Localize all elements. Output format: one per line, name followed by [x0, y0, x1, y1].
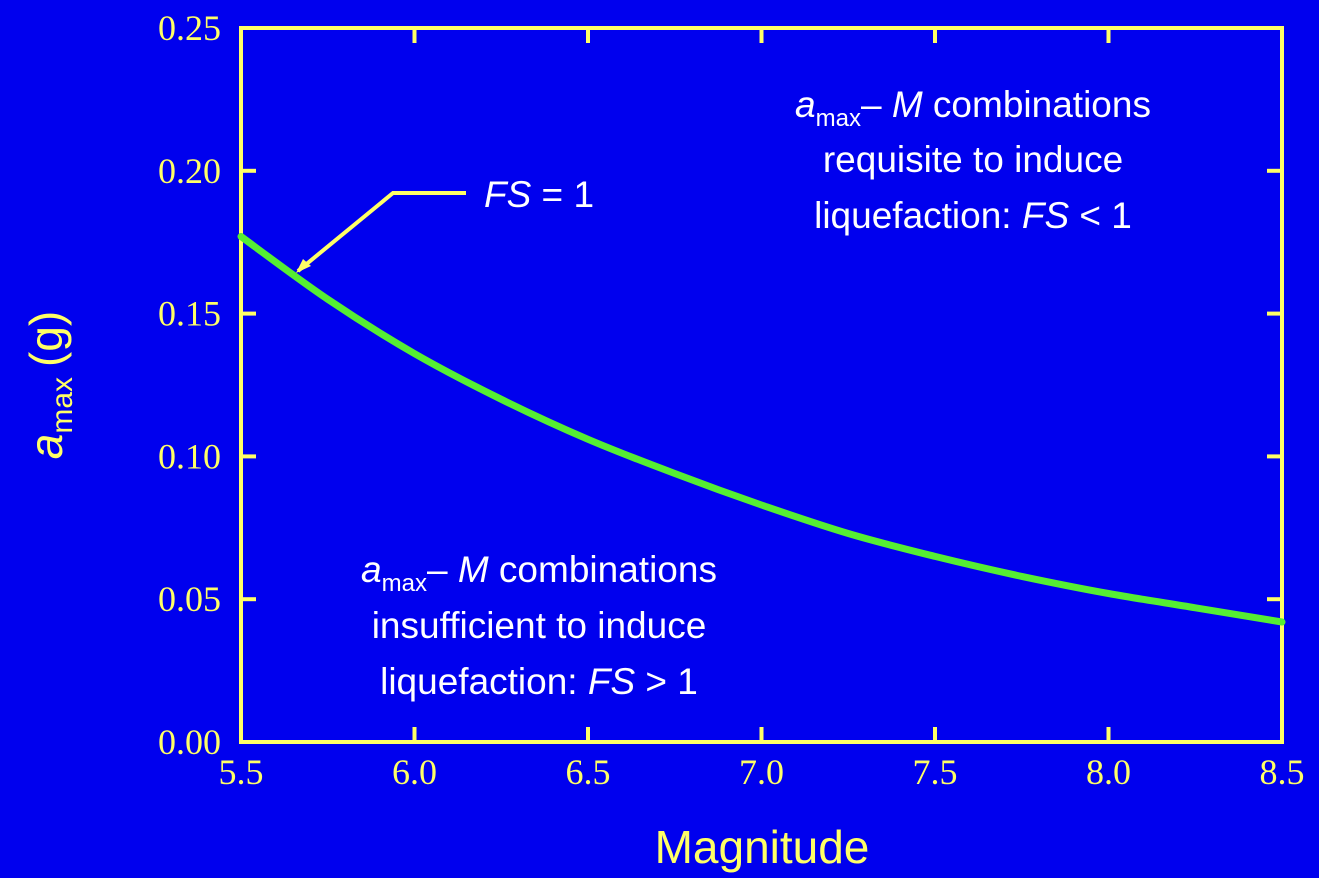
lower-annotation-line3: liquefaction: FS > 1 — [380, 661, 698, 702]
x-ticks: 5.5 6.0 6.5 7.0 7.5 8.0 8.5 — [219, 28, 1305, 792]
lower-annotation-line2: insufficient to induce — [372, 605, 707, 646]
y-ticks: 0.00 0.05 0.10 0.15 0.20 0.25 — [158, 8, 1282, 762]
x-axis-title: Magnitude — [655, 821, 870, 873]
series-line-fs1 — [237, 233, 1286, 626]
x-tick-label: 8.0 — [1086, 752, 1131, 792]
y-axis-subscript: max — [46, 377, 79, 434]
y-tick-label: 0.15 — [158, 294, 221, 334]
x-tick-label: 6.0 — [392, 752, 437, 792]
y-tick-label: 0.10 — [158, 436, 221, 476]
y-tick-label: 0.00 — [158, 722, 221, 762]
curve-label-arrowhead — [296, 259, 311, 273]
x-tick-label: 7.0 — [739, 752, 784, 792]
x-tick-label: 7.5 — [913, 752, 958, 792]
curve-label-leader — [296, 191, 466, 273]
x-tick-label: 6.5 — [566, 752, 611, 792]
upper-annotation-line2: requisite to induce — [823, 139, 1123, 180]
lower-annotation-line1: amax– M combinations — [361, 549, 717, 597]
upper-annotation-line3: liquefaction: FS < 1 — [814, 195, 1132, 236]
y-tick-label: 0.05 — [158, 579, 221, 619]
x-tick-label: 5.5 — [219, 752, 264, 792]
y-axis-symbol: a — [20, 434, 72, 460]
y-tick-label: 0.20 — [158, 151, 221, 191]
y-axis-unit: (g) — [20, 311, 72, 367]
upper-annotation-line1: amax– M combinations — [795, 84, 1151, 132]
y-tick-label: 0.25 — [158, 8, 221, 48]
curve-label: FS = 1 — [484, 174, 594, 215]
y-axis-title: amax (g) — [20, 311, 79, 460]
x-tick-label: 8.5 — [1260, 752, 1305, 792]
